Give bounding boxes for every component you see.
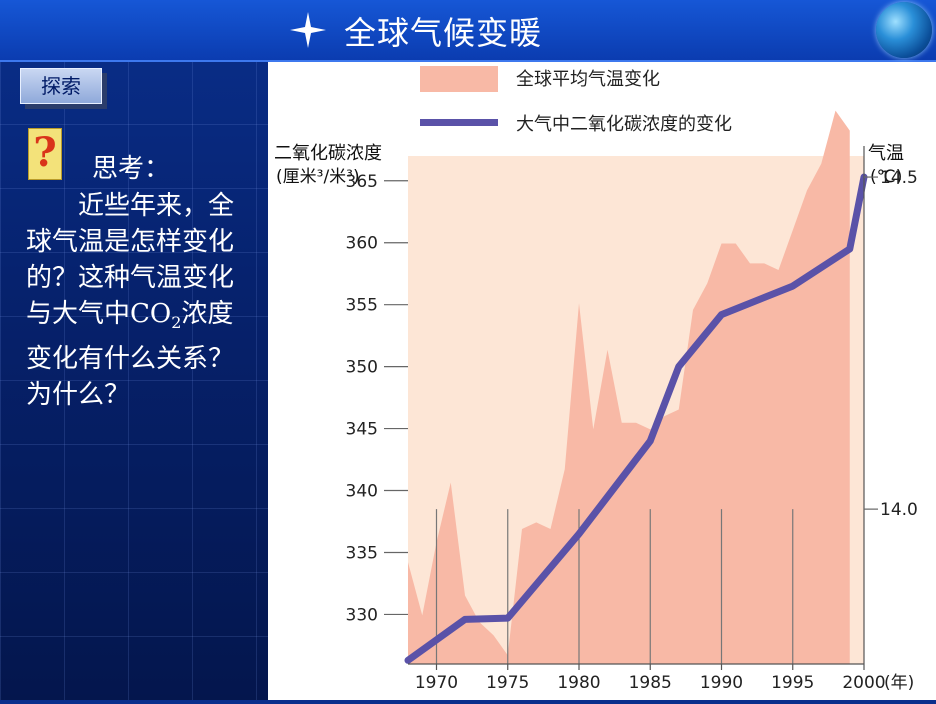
x-tick-label: 1985 — [629, 673, 672, 693]
co2-point — [675, 363, 682, 370]
y-left-tick-label: 340 — [346, 482, 378, 502]
explore-button[interactable]: 探索 — [20, 68, 102, 104]
x-tick-label: 1990 — [700, 673, 743, 693]
y-left-tick-label: 350 — [346, 358, 378, 378]
right-axis-unit: (℃) — [870, 167, 902, 187]
question-text: 近些年来，全 球气温是怎样变化 的？这种气温变化 与大气中CO2浓度 变化有什么… — [26, 191, 235, 411]
chart-panel: 全球平均气温变化 大气中二氧化碳浓度的变化 二氧化碳浓度 (厘米³/米³) 气温… — [268, 62, 936, 700]
legend-temperature-swatch — [420, 66, 498, 92]
y-left-tick-label: 330 — [346, 605, 378, 625]
co2-point — [405, 657, 411, 664]
x-axis-unit: (年) — [884, 673, 914, 693]
question-mark-icon: ? — [28, 128, 62, 180]
x-tick-label: 1970 — [415, 673, 458, 693]
temperature-area — [408, 110, 850, 664]
co2-point — [846, 245, 853, 252]
x-tick-label: 1995 — [771, 673, 814, 693]
legend-co2-label: 大气中二氧化碳浓度的变化 — [516, 114, 732, 135]
globe-icon — [876, 2, 932, 58]
left-axis-title: 二氧化碳浓度 — [274, 143, 382, 164]
y-left-tick-label: 355 — [346, 296, 378, 316]
four-point-star-icon — [290, 12, 326, 48]
legend-temperature-label: 全球平均气温变化 — [516, 69, 660, 90]
page-title: 全球气候变暖 — [344, 14, 543, 52]
co2-point — [718, 311, 725, 318]
co2-point — [576, 530, 582, 537]
co2-line — [404, 173, 868, 664]
y-left-tick-label: 335 — [346, 543, 378, 563]
think-heading: 思考： — [92, 154, 171, 184]
left-axis-unit: (厘米³/米³) — [276, 167, 360, 187]
chart-svg: 全球平均气温变化 大气中二氧化碳浓度的变化 二氧化碳浓度 (厘米³/米³) 气温… — [274, 66, 918, 693]
y-left-tick-label: 365 — [346, 172, 378, 192]
co2-point — [647, 437, 654, 444]
y-right-tick-label: 14.0 — [880, 500, 918, 520]
x-tick-label: 2000 — [842, 673, 885, 693]
x-tick-label: 1980 — [557, 673, 600, 693]
co2-point — [504, 615, 511, 622]
x-tick-label: 1975 — [486, 673, 529, 693]
y-left-tick-label: 345 — [346, 420, 378, 440]
co2-point — [789, 283, 796, 290]
right-axis-title: 气温 — [868, 143, 904, 164]
title-bar: 全球气候变暖 — [0, 0, 936, 62]
y-left-tick-label: 360 — [346, 234, 378, 254]
y-right-tick-label: 14.5 — [880, 168, 918, 188]
co2-point — [462, 616, 468, 623]
legend-co2-swatch — [420, 119, 498, 126]
